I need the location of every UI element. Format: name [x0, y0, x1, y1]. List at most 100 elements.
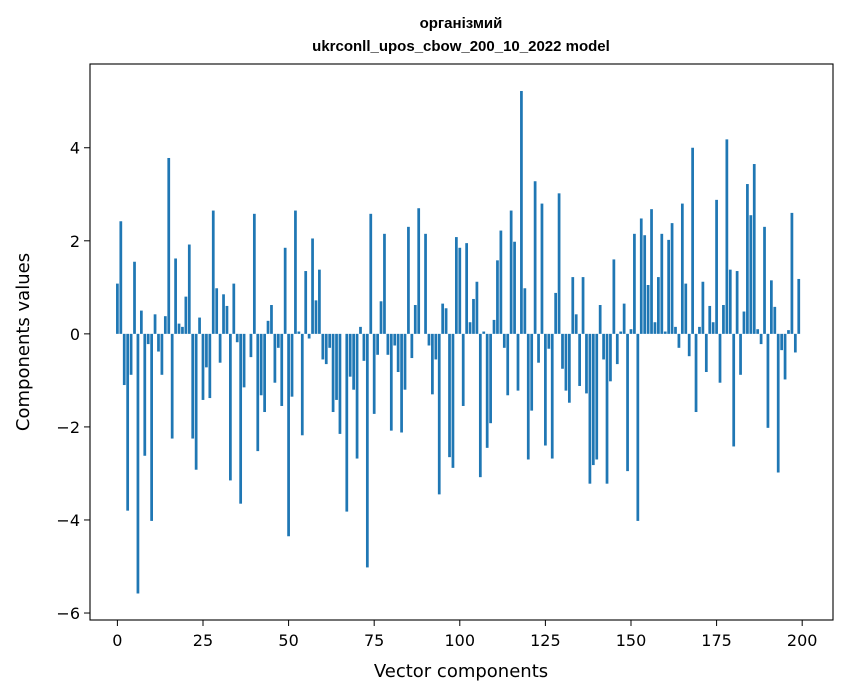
- bar: [793, 333, 797, 353]
- bar: [520, 90, 523, 334]
- bar: [163, 316, 167, 334]
- bar: [708, 305, 712, 334]
- bar: [143, 333, 147, 456]
- x-tick-label: 50: [278, 631, 298, 650]
- y-tick-label: −4: [56, 511, 80, 530]
- bar: [407, 226, 410, 334]
- bar: [170, 333, 174, 439]
- bar: [766, 333, 770, 428]
- bar: [619, 331, 623, 334]
- bar: [150, 333, 154, 521]
- bar: [509, 210, 513, 334]
- bar: [701, 281, 705, 334]
- bar: [759, 333, 763, 345]
- chart-title: організмий: [420, 15, 503, 32]
- bar: [735, 271, 739, 334]
- bar: [663, 331, 667, 334]
- bar: [129, 333, 133, 375]
- bar: [746, 184, 749, 334]
- bar: [605, 333, 609, 484]
- x-axis-label: Vector components: [374, 661, 548, 682]
- bar: [386, 333, 390, 355]
- bar: [496, 260, 499, 334]
- bar: [239, 333, 243, 504]
- bar: [523, 288, 527, 334]
- bar: [119, 221, 123, 334]
- bar: [643, 235, 647, 334]
- y-tick-label: 0: [70, 325, 80, 344]
- bar: [287, 333, 290, 537]
- bar: [328, 333, 332, 348]
- bar: [629, 329, 633, 334]
- bar: [259, 333, 263, 396]
- bar: [290, 333, 294, 397]
- bar: [557, 193, 561, 334]
- bar: [544, 333, 547, 446]
- bar: [492, 319, 496, 334]
- bar: [684, 283, 688, 334]
- bar: [704, 333, 708, 373]
- x-tick-label: 175: [701, 631, 732, 650]
- bar: [167, 157, 171, 334]
- bar: [116, 283, 119, 334]
- bar: [468, 322, 472, 334]
- bar: [694, 333, 698, 413]
- bar: [715, 199, 718, 334]
- x-tick-label: 200: [787, 631, 818, 650]
- bar: [400, 333, 403, 433]
- bar: [756, 329, 760, 334]
- bar: [564, 333, 568, 391]
- bar: [448, 333, 451, 458]
- bar: [126, 333, 130, 511]
- bar: [677, 333, 681, 348]
- bar: [472, 298, 475, 334]
- bar: [458, 247, 462, 334]
- bar: [225, 305, 229, 334]
- bar: [615, 333, 619, 365]
- bar: [359, 326, 362, 334]
- x-tick-label: 75: [364, 631, 384, 650]
- bar: [588, 333, 592, 484]
- bar: [424, 233, 427, 334]
- bar: [300, 333, 304, 436]
- bar: [742, 311, 746, 334]
- bar: [612, 259, 616, 334]
- bar: [526, 333, 530, 460]
- bar: [749, 215, 753, 334]
- bar: [211, 210, 215, 334]
- bar: [646, 285, 650, 334]
- bar: [122, 333, 126, 386]
- bar: [502, 333, 506, 348]
- bar: [413, 305, 417, 334]
- bar: [667, 239, 671, 334]
- bar: [146, 333, 150, 345]
- bar: [393, 333, 397, 346]
- bar: [776, 333, 780, 473]
- bar: [294, 210, 297, 334]
- bar: [352, 333, 356, 390]
- bar: [585, 333, 588, 394]
- bar: [441, 303, 445, 334]
- bar: [283, 247, 287, 334]
- bar: [475, 281, 479, 334]
- bar: [513, 241, 516, 334]
- bar: [177, 323, 181, 334]
- bar: [444, 308, 448, 334]
- bar: [431, 333, 434, 395]
- bar: [194, 333, 198, 470]
- bar: [571, 277, 575, 334]
- bar: [222, 294, 225, 334]
- bars-group: [116, 90, 801, 594]
- bar: [139, 310, 143, 334]
- bar: [270, 305, 273, 334]
- bar: [598, 305, 602, 334]
- bar: [636, 333, 640, 521]
- x-tick-label: 25: [193, 631, 213, 650]
- bar: [198, 317, 201, 334]
- bar: [187, 244, 191, 334]
- bar: [205, 333, 208, 368]
- bar: [383, 233, 386, 334]
- bar: [324, 333, 328, 365]
- bar: [739, 333, 742, 375]
